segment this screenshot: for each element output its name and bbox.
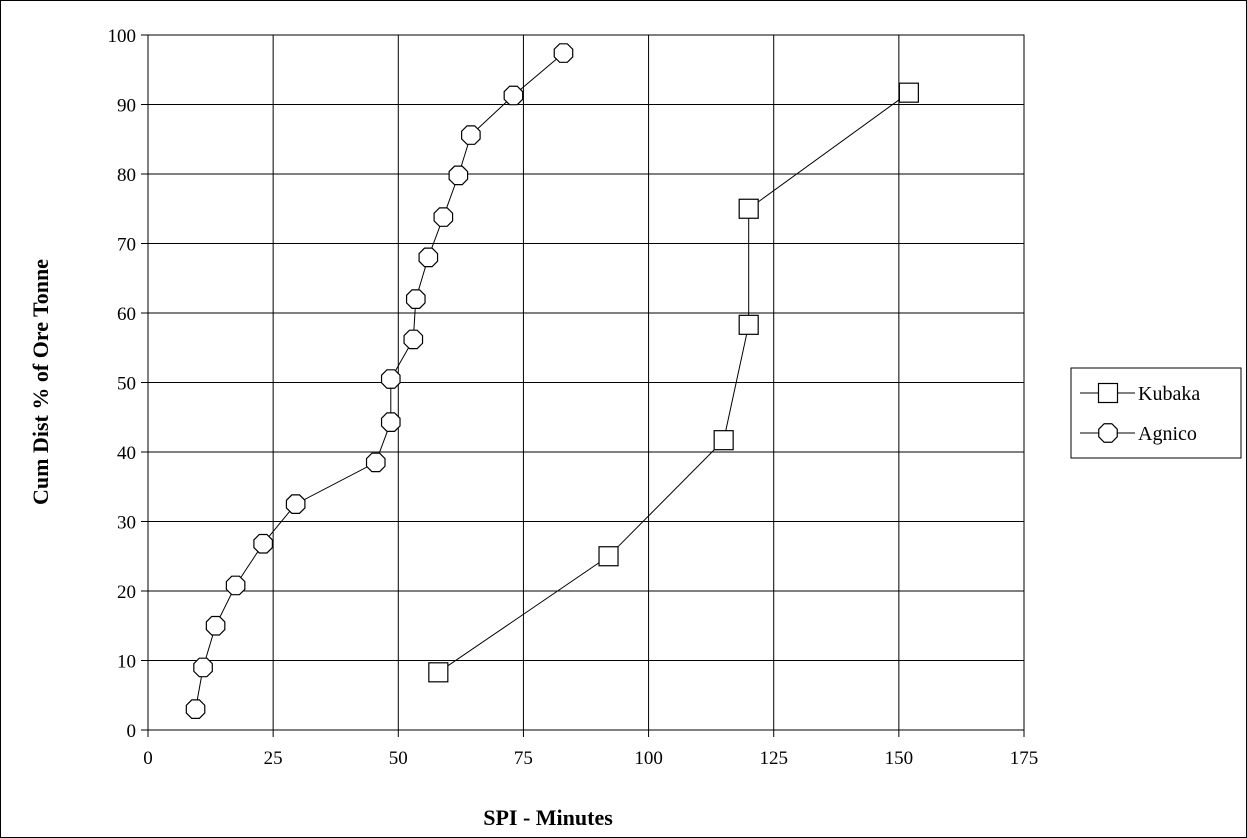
data-point-agnico: [503, 85, 524, 106]
data-point-kubaka: [898, 82, 919, 103]
x-tick-label: 25: [264, 748, 283, 769]
x-tick-label: 125: [759, 748, 788, 769]
y-tick-label: 70: [117, 235, 136, 256]
legend-marker-agnico: [1098, 423, 1118, 443]
legend-label-agnico: Agnico: [1138, 423, 1197, 445]
y-tick-label: 60: [117, 304, 136, 325]
legend-item-kubaka: Kubaka: [1080, 382, 1200, 405]
data-point-agnico: [380, 412, 401, 432]
legend: Kubaka Agnico: [1070, 367, 1242, 459]
data-point-agnico: [285, 494, 306, 514]
y-tick-label: 100: [108, 26, 137, 47]
series-kubaka: [428, 82, 919, 683]
data-point-kubaka: [713, 430, 734, 451]
y-tick-label: 50: [117, 374, 136, 395]
x-tick-label: 50: [389, 748, 408, 769]
x-axis-title: SPI - Minutes: [483, 805, 613, 830]
x-tick-label: 175: [1010, 748, 1039, 769]
series-line-kubaka: [438, 92, 910, 673]
data-point-agnico: [380, 369, 401, 389]
data-point-kubaka: [428, 662, 449, 683]
data-point-agnico: [193, 657, 213, 678]
y-tick-label: 10: [117, 652, 136, 673]
data-point-agnico: [225, 575, 246, 596]
y-tick-label: 80: [117, 165, 136, 186]
tick-labels: 0 10 20 30 40 50 60 70 80 90 100 0 25 50 75 100 125 150 17…: [108, 26, 1039, 769]
series-layer: [185, 43, 919, 719]
data-point-agnico: [185, 699, 206, 719]
y-tick-label: 90: [117, 96, 136, 117]
data-point-agnico: [461, 125, 481, 145]
data-point-kubaka: [738, 198, 759, 219]
legend-marker-kubaka: [1097, 382, 1119, 404]
data-point-agnico: [403, 329, 424, 350]
data-point-agnico: [205, 615, 226, 636]
data-point-agnico: [405, 289, 426, 309]
legend-label-kubaka: Kubaka: [1138, 383, 1200, 405]
legend-item-agnico: Agnico: [1080, 423, 1197, 445]
series-agnico: [185, 43, 574, 719]
data-point-agnico: [365, 452, 386, 473]
data-point-kubaka: [738, 314, 759, 335]
y-tick-label: 20: [117, 582, 136, 603]
legend-items: Kubaka Agnico: [1080, 382, 1200, 445]
y-tick-label: 0: [127, 721, 137, 742]
x-tick-label: 150: [885, 748, 914, 769]
x-tick-label: 75: [514, 748, 533, 769]
y-tick-label: 30: [117, 513, 136, 534]
data-point-agnico: [418, 247, 439, 268]
y-tick-label: 40: [117, 443, 136, 464]
x-tick-label: 100: [634, 748, 663, 769]
data-point-agnico: [253, 533, 273, 554]
data-point-agnico: [448, 165, 469, 186]
data-point-kubaka: [598, 546, 619, 567]
x-tick-label: 0: [143, 748, 153, 769]
data-point-agnico: [433, 207, 454, 227]
grid-lines: [147, 34, 1025, 731]
y-axis-title: Cum Dist % of Ore Tonne: [28, 259, 53, 505]
axes: [141, 34, 1025, 737]
data-point-agnico: [553, 43, 574, 63]
